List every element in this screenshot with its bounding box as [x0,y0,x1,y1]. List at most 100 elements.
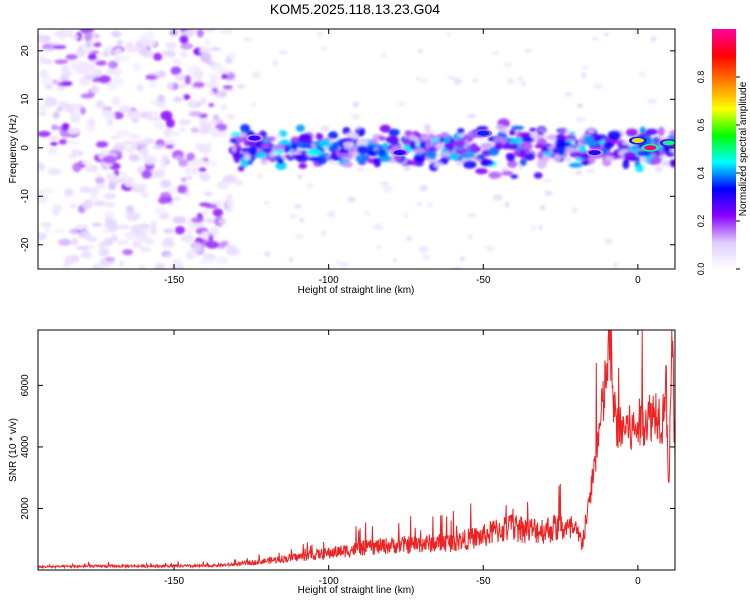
heatmap-cell [508,129,516,136]
heatmap-cell [157,264,164,269]
heatmap-cell [259,151,267,159]
heatmap-cell [47,147,59,155]
heatmap-cell [553,155,562,162]
colorbar-bar [712,29,736,269]
heatmap-cell [103,201,115,208]
heatmap-cell [636,150,651,157]
heatmap-cell [571,207,578,214]
heatmap-cell [94,184,107,190]
y-tick-label: 20 [20,45,31,57]
heatmap-cell [116,129,130,137]
spectrogram-y-ticks: -20 -10 0 10 20 [20,45,675,252]
heatmap-cell [77,150,84,157]
heatmap-cell [138,147,149,157]
heatmap-cell [538,128,545,133]
heatmap-cell [587,128,595,134]
heatmap-cell [555,133,566,143]
heatmap-hotspot [644,145,657,151]
heatmap-cell [150,110,159,119]
heatmap-cell [38,130,51,138]
heatmap-cell [422,253,431,261]
heatmap-cell [126,111,140,120]
heatmap-cell [236,83,246,90]
heatmap-cell [265,136,276,142]
heatmap-cell [102,155,117,164]
heatmap-cell [43,187,55,194]
heatmap-cell [39,55,46,64]
heatmap-cell [425,139,432,149]
heatmap-cell [140,46,150,57]
heatmap-cell [38,232,47,241]
heatmap-cell [539,204,546,211]
heatmap-cell [419,141,428,149]
heatmap-cell [533,172,543,179]
heatmap-cell [481,142,493,148]
heatmap-cell [67,127,81,135]
heatmap-cell [237,165,245,172]
heatmap-cell [133,139,147,144]
heatmap-cell [356,125,361,130]
heatmap-cell [529,127,537,133]
heatmap-cell [163,228,174,234]
heatmap-cell [125,205,135,214]
heatmap-cell [96,100,105,108]
heatmap-cell [174,155,183,160]
heatmap-cell [327,131,339,140]
heatmap-cell [185,249,196,260]
heatmap-cell [117,55,132,62]
heatmap-cell [506,77,514,85]
heatmap-cell [342,126,351,135]
heatmap-cell [419,188,427,192]
heatmap-cell [92,68,103,77]
heatmap-cell [198,167,207,173]
heatmap-cell [106,67,113,75]
y-tick-label: 6000 [20,374,31,397]
heatmap-cell [190,223,205,228]
heatmap-cell [467,213,478,218]
heatmap-cell [111,96,121,106]
heatmap-cell [269,151,280,157]
heatmap-cell [538,225,543,231]
heatmap-cell [54,59,69,65]
heatmap-cell [165,41,177,50]
heatmap-cell [76,245,89,251]
heatmap-cell [172,96,184,103]
heatmap-cell [378,135,386,141]
snr-panel: -150 -100 -50 0 2000 4000 6000 Height of stra… [8,329,676,596]
heatmap-cell [278,50,289,55]
heatmap-hotspot [662,140,675,146]
heatmap-cell [216,181,229,189]
heatmap-cell [234,179,243,187]
heatmap-cell [95,141,109,148]
heatmap-cell [212,208,224,217]
heatmap-cell [116,239,130,245]
heatmap-cell [172,58,182,66]
heatmap-cell [524,48,533,53]
heatmap-cell [103,210,115,220]
spectrogram-frame [37,28,676,270]
heatmap-cell [104,256,115,262]
heatmap-cell [99,258,107,266]
heatmap-cell [86,126,97,134]
heatmap-cell [114,47,123,55]
heatmap-cell [145,30,155,39]
heatmap-cell [56,29,69,39]
heatmap-cell [70,35,80,40]
heatmap-cell [446,32,452,37]
colorbar-label: Normalized spectral amplitude [738,81,749,216]
heatmap-cell [126,213,140,222]
heatmap-cell [426,202,433,208]
heatmap-cell [39,110,46,117]
heatmap-cell [480,159,494,167]
heatmap-cell [110,135,121,140]
heatmap-cell [69,113,81,123]
heatmap-cell [141,191,150,198]
heatmap-cell [131,144,138,151]
heatmap-cell [90,85,100,94]
heatmap-cell [198,130,210,135]
heatmap-cell [541,155,550,163]
heatmap-cell [131,185,141,193]
heatmap-cell [152,145,166,150]
y-tick-label: 0 [20,145,31,151]
heatmap-cell [190,99,197,108]
